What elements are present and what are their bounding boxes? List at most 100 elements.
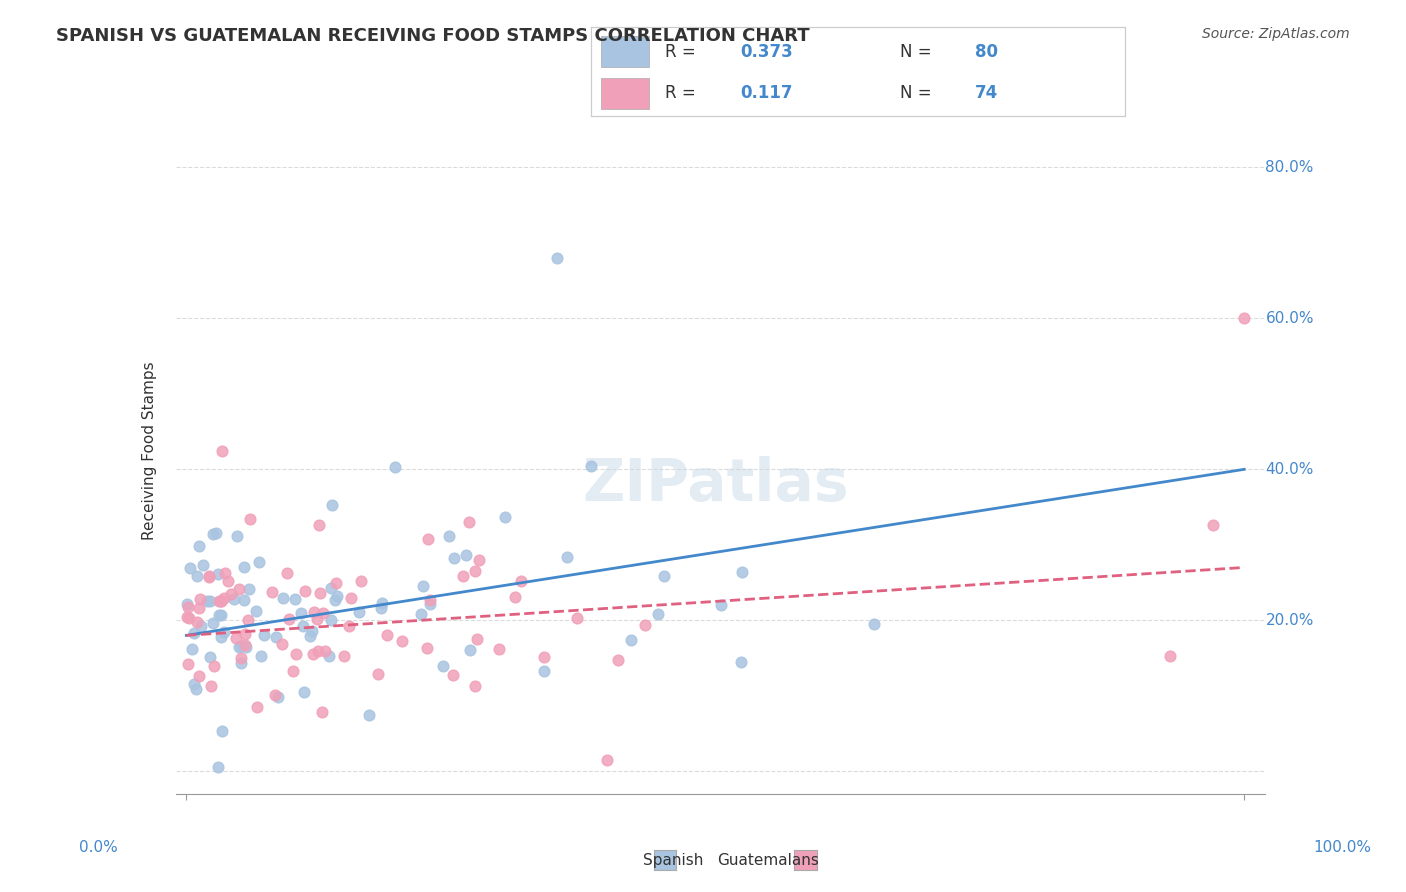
Point (271, 591, 294, 605)
Point (464, 679, 486, 693)
Point (305, 612, 328, 626)
Point (247, 555, 270, 569)
Point (1159, 648, 1181, 663)
Point (620, 633, 643, 648)
Text: 60.0%: 60.0% (1265, 311, 1313, 326)
Point (464, 564, 486, 578)
Point (207, 594, 229, 608)
Point (647, 607, 669, 622)
Point (187, 539, 209, 553)
Point (863, 616, 886, 631)
Point (1233, 311, 1256, 326)
Point (202, 659, 225, 673)
Point (219, 587, 242, 601)
Point (437, 529, 460, 543)
Point (183, 677, 205, 691)
Point (339, 591, 361, 605)
Point (205, 525, 228, 540)
Point (197, 570, 219, 584)
Point (456, 548, 478, 562)
Point (180, 642, 202, 657)
Point (190, 618, 212, 632)
Point (533, 650, 555, 665)
Point (179, 561, 201, 575)
Point (284, 647, 307, 661)
Point (211, 607, 233, 622)
Point (231, 640, 253, 654)
Point (337, 619, 360, 633)
Point (188, 592, 211, 607)
Point (184, 681, 207, 696)
Point (290, 606, 312, 620)
Point (432, 659, 454, 673)
Point (370, 596, 392, 610)
Point (207, 567, 229, 582)
Point (391, 633, 413, 648)
Point (186, 569, 208, 583)
Text: SPANISH VS GUATEMALAN RECEIVING FOOD STAMPS CORRELATION CHART: SPANISH VS GUATEMALAN RECEIVING FOOD STA… (56, 27, 810, 45)
Point (441, 667, 464, 681)
Point (186, 615, 208, 629)
Point (292, 685, 315, 699)
Point (1201, 518, 1223, 533)
Y-axis label: Receiving Food Stamps: Receiving Food Stamps (142, 361, 157, 540)
Point (415, 641, 437, 656)
Point (377, 628, 399, 642)
Point (264, 630, 287, 644)
Point (495, 510, 517, 524)
Text: ZIPatlas: ZIPatlas (582, 456, 849, 513)
Point (228, 582, 250, 597)
Point (229, 651, 252, 665)
Point (321, 581, 343, 595)
Point (246, 700, 269, 714)
Point (347, 605, 370, 619)
Point (177, 657, 200, 672)
Point (458, 642, 481, 657)
Point (308, 518, 330, 533)
Point (579, 458, 602, 473)
Point (214, 566, 236, 580)
Text: Spanish: Spanish (643, 854, 703, 868)
Point (307, 644, 329, 658)
Text: R =: R = (665, 43, 702, 61)
Point (546, 251, 568, 265)
Point (211, 593, 233, 607)
Point (202, 615, 225, 630)
Point (325, 589, 347, 603)
Point (281, 664, 304, 678)
Point (236, 613, 259, 627)
Text: 0.117: 0.117 (740, 84, 793, 102)
Point (211, 724, 233, 739)
Point (384, 460, 406, 475)
Point (198, 649, 221, 664)
Text: 80.0%: 80.0% (1265, 160, 1313, 175)
Point (264, 688, 287, 702)
Point (212, 591, 235, 606)
Point (333, 649, 356, 664)
Point (239, 512, 262, 526)
Point (302, 605, 325, 619)
Point (349, 574, 371, 589)
Point (419, 593, 441, 607)
Point (191, 558, 214, 573)
Point (607, 653, 630, 667)
Point (325, 575, 347, 590)
Point (262, 584, 284, 599)
Point (271, 637, 294, 651)
Point (291, 619, 314, 633)
FancyBboxPatch shape (602, 36, 650, 67)
Point (211, 443, 233, 458)
Point (278, 612, 301, 626)
Point (212, 624, 235, 639)
Point (565, 610, 588, 624)
Point (418, 533, 440, 547)
Point (284, 591, 307, 606)
Point (233, 627, 256, 641)
Point (233, 638, 256, 652)
Point (200, 593, 222, 607)
Text: 74: 74 (976, 84, 998, 102)
Point (465, 632, 488, 647)
Point (412, 579, 434, 593)
Text: 20.0%: 20.0% (1265, 613, 1313, 628)
Point (314, 644, 336, 658)
